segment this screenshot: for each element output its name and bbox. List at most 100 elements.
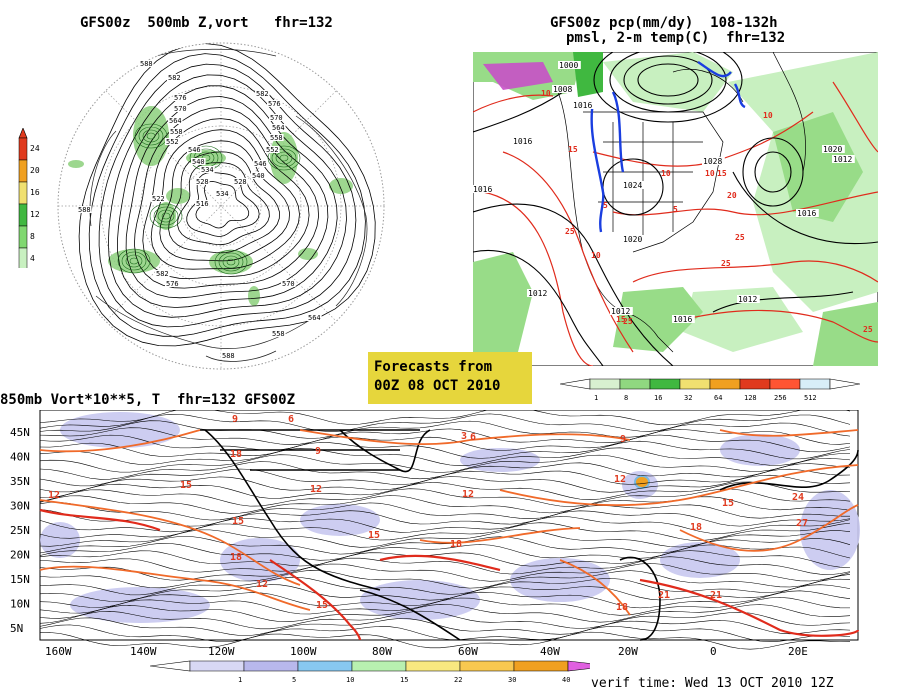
label-mask	[265, 146, 280, 153]
label-mask	[168, 117, 183, 124]
streamline	[39, 427, 851, 445]
label-mask	[269, 134, 284, 141]
height-label: 522	[152, 195, 165, 203]
longitude-label: 60W	[458, 645, 478, 658]
height-label: 528	[234, 178, 247, 186]
vort-map-labels: 45N 40N 35N 30N 25N 20N 15N 10N 5N 160W 140W 120W 10…	[10, 414, 808, 658]
latitude-label: 30N	[10, 500, 30, 513]
streamline	[39, 597, 851, 616]
vort-contour	[275, 151, 293, 165]
streamline	[39, 516, 851, 534]
temperature-label: 10	[661, 169, 671, 178]
height-contour	[125, 96, 329, 299]
temperature-label: 21	[710, 590, 722, 601]
colorbar-swatch	[405, 660, 461, 672]
height-label: 582	[156, 270, 169, 278]
vort-contour	[222, 255, 240, 269]
temperature-label: 15	[568, 145, 578, 154]
label-mask	[832, 155, 855, 163]
height-label: 516	[196, 200, 209, 208]
vort-colorbar: 1 5 10 15 22 30 40	[150, 660, 590, 684]
pressure-label: 1012	[738, 295, 757, 304]
label-mask	[191, 158, 206, 165]
vort-contour	[138, 126, 164, 146]
pressure-label: 1008	[553, 85, 572, 94]
colorbar-label: 30	[508, 676, 516, 684]
colorbar-label: 128	[744, 394, 757, 402]
colorbar-swatch	[351, 660, 407, 672]
temperature-label: 25	[863, 325, 873, 334]
temperature-label: 18	[690, 522, 702, 533]
vorticity-max-center	[634, 475, 650, 489]
vort-contour	[142, 129, 160, 143]
land-outlines	[89, 48, 368, 362]
forecast-box-line1: Forecasts from	[374, 359, 493, 375]
temperature-label: 10	[591, 251, 601, 260]
height-label: 582	[168, 74, 181, 82]
pcp-map-title-line2: pmsl, 2-m temp(C) fhr=132	[566, 30, 786, 46]
temperature-contours-red	[39, 508, 860, 641]
vort-contour	[121, 251, 147, 271]
colorbar-swatch	[18, 247, 28, 268]
vort-contour	[161, 212, 171, 220]
colorbar-label: 22	[454, 676, 462, 684]
pcp-map: 1000100810161016101610121020102410281020…	[473, 52, 878, 366]
colorbar-swatch	[799, 378, 831, 390]
height-label: 588	[140, 60, 153, 68]
label-mask	[267, 100, 282, 107]
height-label: 582	[256, 90, 269, 98]
lat-circles	[58, 43, 384, 369]
label-mask	[473, 185, 495, 193]
streamline	[39, 481, 851, 500]
height-contour	[142, 118, 310, 280]
height-label: 576	[174, 94, 187, 102]
temperature-label: 12	[256, 579, 268, 590]
temperature-label: 20	[727, 191, 737, 200]
temperature-label: 18	[230, 449, 242, 460]
label-mask	[139, 60, 154, 67]
colorbar-label: 8	[30, 232, 35, 241]
label-mask	[307, 314, 322, 321]
colorbar-label: 24	[30, 144, 40, 153]
label-mask	[271, 124, 286, 131]
label-mask	[622, 181, 645, 189]
temperature-label: 24	[792, 492, 804, 503]
colorbar-swatch	[18, 159, 28, 183]
colorbar-swatch	[189, 660, 245, 672]
pressure-label: 1016	[673, 315, 692, 324]
streamline	[39, 617, 851, 636]
streamline	[39, 440, 851, 460]
streamline	[39, 550, 851, 568]
label-mask	[165, 138, 180, 145]
polar-map-title: GFS00z 500mb Z,vort fhr=132	[80, 15, 333, 31]
pressure-label: 1020	[823, 145, 842, 154]
streamline	[39, 584, 851, 602]
height-label: 540	[192, 158, 205, 166]
streamline	[39, 468, 851, 487]
streamline	[39, 536, 851, 555]
streamline	[39, 570, 851, 589]
streamline	[39, 410, 851, 426]
vort-map-title: 850mb Vort*10**5, T fhr=132 GFS00Z	[0, 392, 296, 408]
snow-contours	[590, 61, 746, 233]
longitude-label: 20E	[788, 645, 808, 658]
temperature-label: 15	[717, 169, 727, 178]
colorbar-label: 4	[30, 254, 35, 263]
streamline	[39, 604, 851, 623]
label-mask	[77, 206, 92, 213]
streamline	[39, 610, 851, 630]
streamline	[39, 413, 851, 432]
colorbar-swatch	[243, 660, 299, 672]
longitude-label: 140W	[130, 645, 157, 658]
streamline	[39, 454, 851, 473]
latitude-label: 45N	[10, 426, 30, 439]
height-label: 570	[282, 280, 295, 288]
precip-fill	[473, 52, 878, 366]
vort-contour	[129, 257, 139, 265]
temperature-contours	[473, 81, 878, 366]
temperature-label: 25	[565, 227, 575, 236]
label-mask	[151, 195, 166, 202]
colorbar-label: 1	[238, 676, 242, 684]
pressure-label: 1012	[833, 155, 852, 164]
pressure-label: 1024	[623, 181, 642, 190]
